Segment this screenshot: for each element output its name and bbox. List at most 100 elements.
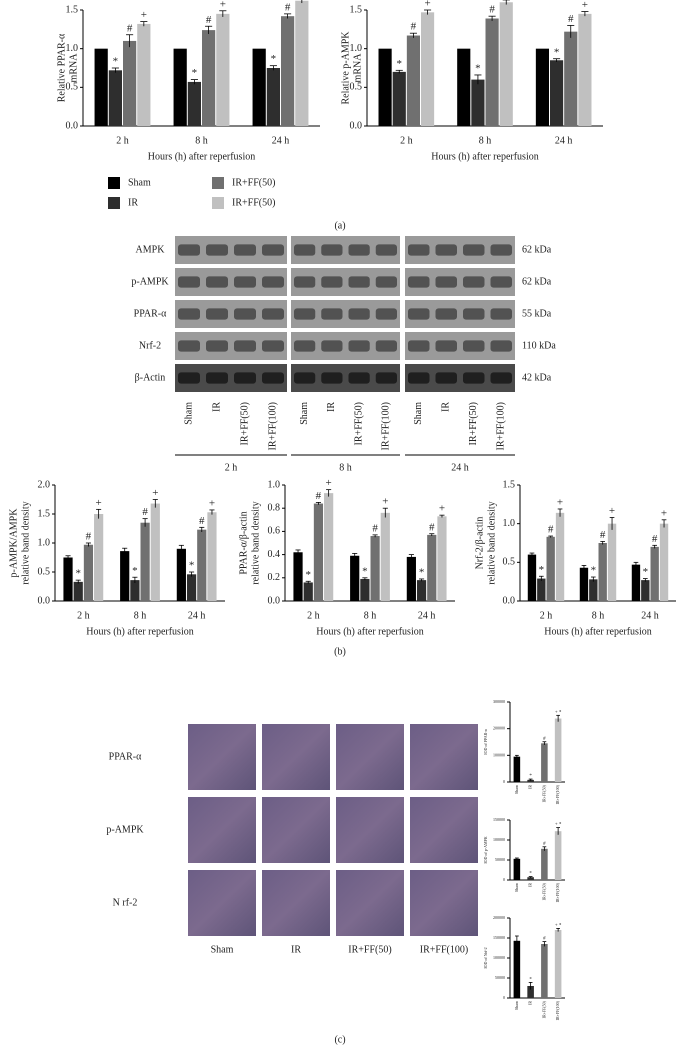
lane-label: IR+FF(50) (239, 402, 250, 445)
ihc-image (262, 797, 330, 863)
blot-band (375, 276, 397, 288)
bar (187, 81, 201, 126)
legend-swatch (108, 197, 120, 209)
significance-marker: + (557, 497, 563, 509)
y-axis-label: relative band density (250, 501, 261, 584)
x-tick-label: Sham (514, 784, 519, 794)
blot-band (178, 308, 200, 320)
blot-band (178, 276, 200, 288)
bar (607, 523, 617, 601)
bar (63, 557, 73, 601)
x-axis-label: Hours (h) after reperfusion (316, 626, 423, 637)
lane-label: IR+FF(50) (468, 402, 479, 445)
blot-band (463, 276, 485, 288)
significance-marker: + (582, 0, 588, 11)
x-axis-label: Hours (h) after reperfusion (431, 151, 538, 162)
y-tick-label: 0.5 (503, 557, 516, 568)
x-tick-label: 8 h (195, 135, 208, 146)
y-axis-label: Relative p-AMPK (340, 31, 351, 105)
significance-marker: + (141, 9, 147, 21)
blot-band (294, 372, 316, 384)
y-tick-label: 1.0 (66, 43, 79, 54)
bar (137, 23, 151, 127)
y-axis-label: PPAR-α/β-actin (238, 511, 249, 574)
bar (176, 548, 186, 601)
significance-marker: + (439, 503, 445, 515)
bar (427, 534, 437, 601)
ihc-image (188, 870, 256, 936)
significance-marker: # (285, 1, 291, 13)
bar (554, 831, 562, 880)
significance-marker: * (189, 560, 195, 572)
ihc-image (336, 724, 404, 790)
blot-band (408, 372, 430, 384)
significance-marker: * (554, 46, 560, 58)
bar (437, 516, 447, 601)
x-tick-label: IR+FF(100) (555, 1000, 560, 1020)
x-axis-label: Hours (h) after reperfusion (544, 626, 651, 637)
blot-band (408, 308, 430, 320)
legend-label: Sham (128, 177, 151, 188)
y-tick-label: 1.0 (38, 537, 51, 548)
y-tick-label: 0.0 (38, 595, 51, 606)
panel-label: (b) (334, 646, 346, 657)
bar (546, 536, 555, 601)
chart: 0.0 0.5 1.0 1.5 Relative p-AMPK mRNA 2 h 8 h 24 … (340, 0, 603, 162)
y-tick-label: 0 (503, 877, 505, 882)
ihc-image (336, 870, 404, 936)
blot-band (375, 244, 397, 256)
blot-band (294, 276, 316, 288)
x-tick-label: 2 h (540, 610, 553, 621)
significance-marker: + (96, 497, 102, 509)
blot-band (294, 340, 316, 352)
blot-band (206, 308, 228, 320)
bar (380, 512, 390, 601)
blot-kda: 110 kDa (522, 340, 556, 351)
significance-marker: + (609, 505, 615, 517)
significance-marker: * (419, 566, 425, 578)
y-tick-label: 0.8 (268, 502, 281, 513)
significance-marker: # (127, 22, 133, 34)
x-tick-label: 8 h (364, 610, 377, 621)
lane-label: IR+FF(100) (381, 402, 392, 450)
blot-row-label: p-AMPK (131, 276, 169, 287)
significance-marker: + (424, 0, 430, 10)
blot-band (490, 340, 512, 352)
panel-label: (a) (334, 220, 345, 231)
blot-kda: 62 kDa (522, 276, 552, 287)
significance-marker: # (86, 531, 92, 543)
bar (73, 581, 83, 601)
y-tick-label: 200000 (493, 915, 505, 920)
ihc-column-label: IR+FF(50) (348, 944, 391, 955)
blot-row-label: AMPK (136, 244, 166, 255)
x-axis-label: Hours (h) after reperfusion (86, 626, 193, 637)
blot-band (294, 244, 316, 256)
bar (485, 18, 499, 126)
blot-band (234, 372, 256, 384)
ihc-row-label: N rf-2 (113, 897, 138, 908)
blot-band (435, 276, 457, 288)
y-tick-label: 0.5 (66, 82, 79, 93)
y-tick-label: 0.0 (268, 595, 281, 606)
chart: 0 50000 100000 150000 IOD of p-AMPK Sham IR IR+… (483, 817, 565, 902)
significance-marker: * (192, 67, 198, 79)
bar (541, 743, 548, 782)
y-tick-label: 1.5 (38, 508, 51, 519)
bar (541, 944, 548, 998)
y-tick-label: 1.5 (66, 4, 79, 15)
ihc-image (410, 797, 478, 863)
bar (406, 556, 416, 601)
y-axis-label: p-AMPK/AMPK (8, 508, 19, 578)
y-tick-label: 100000 (493, 955, 505, 960)
bar (252, 48, 266, 126)
significance-marker: * (591, 565, 597, 577)
significance-marker: + (220, 0, 226, 10)
significance-marker: # (411, 21, 417, 33)
x-tick-label: IR+FF(100) (555, 784, 560, 804)
bar (120, 551, 130, 601)
ihc-image (410, 870, 478, 936)
y-tick-label: 150000 (493, 935, 505, 940)
significance-marker: + * (555, 924, 562, 929)
bar (527, 877, 534, 880)
bar (108, 70, 122, 126)
